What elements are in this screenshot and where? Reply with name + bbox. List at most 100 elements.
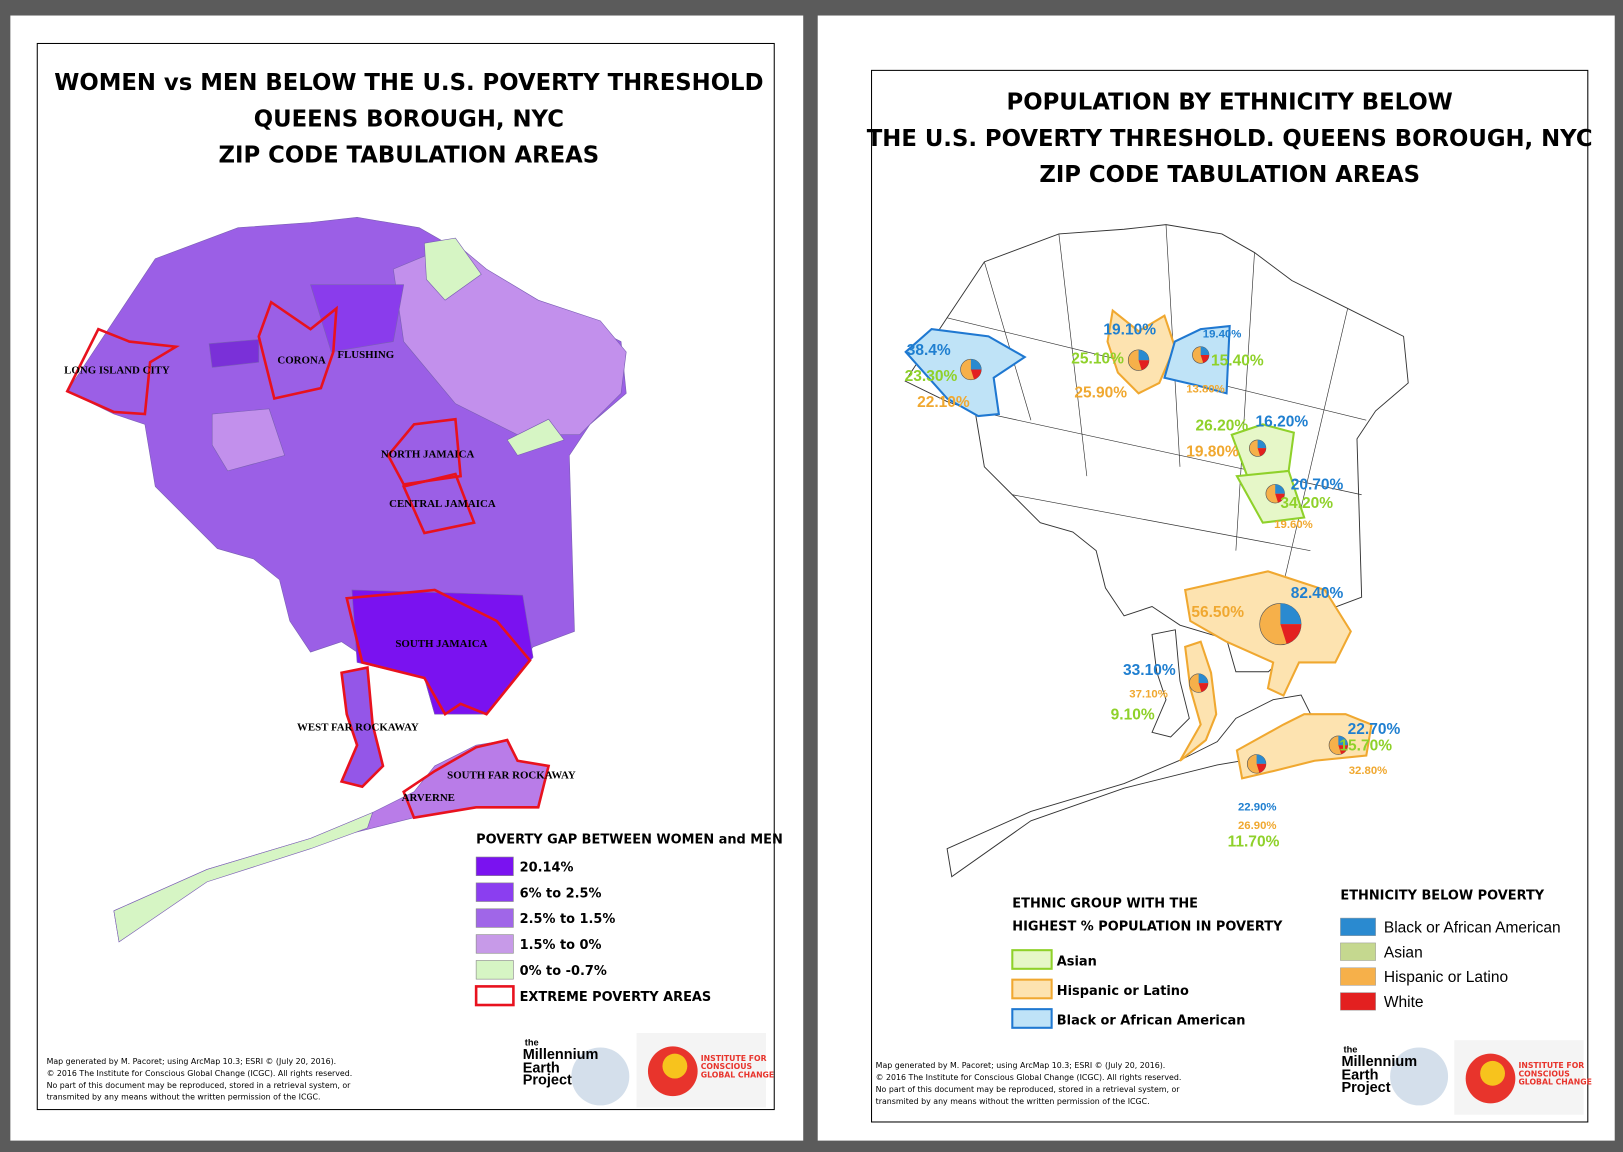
- logo-text: INSTITUTE FOR: [1518, 1061, 1584, 1070]
- title: POPULATION BY ETHNICITY BELOW: [1007, 90, 1453, 116]
- value-label: 38.4%: [907, 342, 951, 359]
- legend-swatch: [1011, 978, 1053, 1000]
- legend-label: 0% to -0.7%: [520, 964, 607, 979]
- area-label: SOUTH JAMAICA: [395, 638, 487, 650]
- legend-swatch: [475, 934, 514, 954]
- legend-label: White: [1384, 994, 1424, 1011]
- legend-swatch: [1011, 949, 1053, 970]
- pie-slice: [1200, 355, 1209, 363]
- value-label: 25.10%: [1071, 350, 1124, 367]
- legend-swatch: [475, 882, 514, 902]
- pie-slice: [1198, 673, 1208, 684]
- area-label: CENTRAL JAMAICA: [389, 498, 496, 510]
- left-frame: [36, 42, 775, 1111]
- right-frame: [871, 69, 1589, 1123]
- legend-title: ETHNICITY BELOW POVERTY: [1340, 888, 1544, 903]
- legend-label: Black or African American: [1384, 920, 1561, 937]
- pie-slice: [1200, 346, 1209, 356]
- pie-slice: [1275, 493, 1285, 503]
- area-label: FLUSHING: [337, 349, 394, 361]
- value-label: 34.20%: [1280, 495, 1333, 512]
- pie-slice: [1256, 763, 1266, 773]
- value-label: 15.40%: [1211, 352, 1264, 369]
- area-label: CORONA: [277, 354, 325, 366]
- logo-text: Project: [523, 1073, 572, 1089]
- area-label: SOUTH FAR ROCKAWAY: [447, 769, 576, 781]
- credit-line: transmited by any means without the writ…: [47, 1093, 321, 1102]
- logo-text: CONSCIOUS: [1518, 1069, 1570, 1078]
- pie-slice: [1257, 448, 1266, 457]
- logo-globe: [571, 1047, 630, 1106]
- value-label: 25.90%: [1074, 384, 1127, 401]
- title: QUEENS BOROUGH, NYC: [254, 106, 564, 132]
- logo-globe: [1390, 1047, 1449, 1106]
- legend-title: HIGHEST % POPULATION IN POVERTY: [1012, 920, 1283, 935]
- value-labels: 38.4% 23.30% 22.10% 19.10% 25.10% 25.90% 19.40…: [905, 321, 1401, 850]
- value-label: 56.50%: [1191, 604, 1244, 621]
- pie-slice: [1338, 735, 1348, 746]
- value-label: 33.10%: [1123, 662, 1176, 679]
- credit-line: © 2016 The Institute for Conscious Globa…: [47, 1069, 353, 1078]
- value-label: 9.10%: [1111, 706, 1155, 723]
- logo-text: the: [1344, 1045, 1358, 1055]
- value-label: 22.10%: [917, 394, 970, 411]
- value-label: 13.80%: [1186, 383, 1225, 395]
- left-labels: WOMEN vs MEN BELOW THE U.S. POVERTY THRE…: [54, 70, 783, 848]
- logo-text: Millennium: [523, 1047, 599, 1063]
- legend-label: 1.5% to 0%: [520, 938, 602, 953]
- title: WOMEN vs MEN BELOW THE U.S. POVERTY THRE…: [54, 70, 763, 96]
- logo-text: GLOBAL CHANGE: [1518, 1078, 1591, 1087]
- pie-slice: [1338, 745, 1348, 755]
- area-label: WEST FAR ROCKAWAY: [297, 722, 419, 734]
- legend-label: Asian: [1384, 944, 1423, 961]
- legend-swatch: [475, 856, 514, 876]
- legend-label: EXTREME POVERTY AREAS: [520, 990, 712, 1005]
- logo-sun-core: [1480, 1060, 1506, 1086]
- logo-text: Project: [1341, 1080, 1390, 1096]
- value-label: 19.80%: [1186, 443, 1239, 460]
- credit-line: No part of this document may be reproduc…: [876, 1085, 1181, 1094]
- value-label: 22.90%: [1238, 801, 1277, 813]
- value-label: 15.70%: [1339, 737, 1392, 754]
- value-label: 22.70%: [1348, 721, 1401, 738]
- value-label: 23.30%: [905, 368, 958, 385]
- value-label: 26.90%: [1238, 820, 1277, 832]
- area-label: NORTH JAMAICA: [381, 448, 475, 460]
- pie-slice: [970, 369, 982, 380]
- legend-swatch: [475, 960, 514, 980]
- pie-slice: [1198, 683, 1208, 692]
- legend-swatch: [1011, 1008, 1053, 1029]
- value-label: 16.20%: [1256, 413, 1309, 430]
- pie-slice: [1256, 754, 1266, 764]
- value-label: 32.80%: [1349, 765, 1388, 777]
- legend-label: Hispanic or Latino: [1057, 984, 1189, 999]
- pie-slice: [970, 359, 982, 370]
- credit-line: transmited by any means without the writ…: [876, 1097, 1150, 1106]
- legend-title: ETHNIC GROUP WITH THE: [1012, 897, 1198, 912]
- logo-text: Earth: [1341, 1068, 1378, 1084]
- value-label: 19.60%: [1274, 519, 1313, 531]
- logo-text: INSTITUTE FOR: [701, 1054, 767, 1063]
- legend-swatch: [474, 985, 515, 1007]
- value-label: 19.40%: [1203, 328, 1242, 340]
- pies: [960, 346, 1348, 774]
- logo-text: the: [525, 1037, 539, 1047]
- legend-swatch: [1340, 967, 1376, 986]
- value-label: 20.70%: [1291, 477, 1344, 494]
- value-label: 19.10%: [1103, 321, 1156, 338]
- credit-line: Map generated by M. Pacoret; using ArcMa…: [47, 1057, 337, 1066]
- logo-text: GLOBAL CHANGE: [701, 1070, 774, 1079]
- value-label: 26.20%: [1196, 418, 1249, 435]
- legend-label: 6% to 2.5%: [520, 886, 602, 901]
- pie-slice: [1275, 484, 1285, 494]
- area-label: ARVERNE: [402, 792, 455, 804]
- legend-label: Black or African American: [1057, 1014, 1246, 1029]
- legend: 20.14% 6% to 2.5% 2.5% to 1.5% 1.5% to 0% 0%…: [474, 856, 712, 1007]
- legend-title: POVERTY GAP BETWEEN WOMEN and MEN: [476, 833, 783, 848]
- right-labels: POPULATION BY ETHNICITY BELOW THE U.S. P…: [867, 90, 1593, 935]
- value-label: 11.70%: [1228, 834, 1280, 851]
- pie-slice: [1280, 624, 1302, 644]
- legend-label: 2.5% to 1.5%: [520, 912, 616, 927]
- pie-slice: [1138, 360, 1149, 371]
